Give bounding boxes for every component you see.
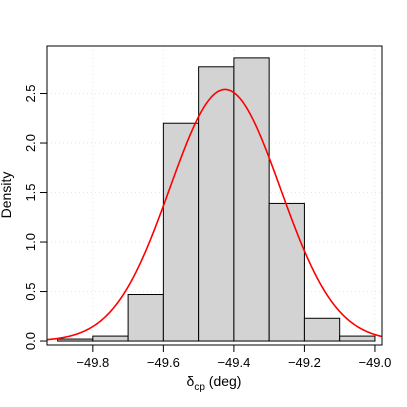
histogram-bars xyxy=(57,57,376,342)
y-tick-label-5: 2.5 xyxy=(23,84,38,102)
histogram-bar-7 xyxy=(303,317,341,342)
x-tick-label-3: −49.2 xyxy=(288,355,321,370)
x-axis-title-suffix: (deg) xyxy=(205,373,242,389)
x-tick-label-2: −49.4 xyxy=(217,355,250,370)
y-axis: 0.0 0.5 1.0 1.5 2.0 2.5 xyxy=(23,84,47,350)
x-axis: −49.8 −49.6 −49.4 −49.2 −49.0 xyxy=(76,345,391,370)
x-tick-label-4: −49.0 xyxy=(358,355,391,370)
x-tick-label-1: −49.6 xyxy=(147,355,180,370)
x-axis-title-main: δ xyxy=(187,373,195,389)
y-tick-label-0: 0.0 xyxy=(23,332,38,350)
histogram-bar-1 xyxy=(92,335,129,342)
y-tick-label-4: 2.0 xyxy=(23,134,38,152)
histogram-bar-5 xyxy=(233,57,270,342)
x-axis-title: δcp (deg) xyxy=(187,373,242,393)
y-tick-label-3: 1.5 xyxy=(23,183,38,201)
histogram-bar-2 xyxy=(127,294,164,342)
density-curve xyxy=(46,88,383,341)
density-curve-layer xyxy=(46,88,383,341)
plot-frame xyxy=(46,45,383,346)
histogram-bar-6 xyxy=(268,202,305,342)
y-tick-label-2: 1.0 xyxy=(23,233,38,251)
y-tick-label-1: 0.5 xyxy=(23,282,38,300)
x-tick-label-0: −49.8 xyxy=(76,355,109,370)
histogram-bar-4 xyxy=(198,66,235,342)
x-axis-title-subscript: cp xyxy=(194,382,205,393)
y-axis-title: Density xyxy=(0,172,14,219)
histogram-bar-8 xyxy=(339,335,376,342)
histogram-bar-0 xyxy=(57,338,94,342)
